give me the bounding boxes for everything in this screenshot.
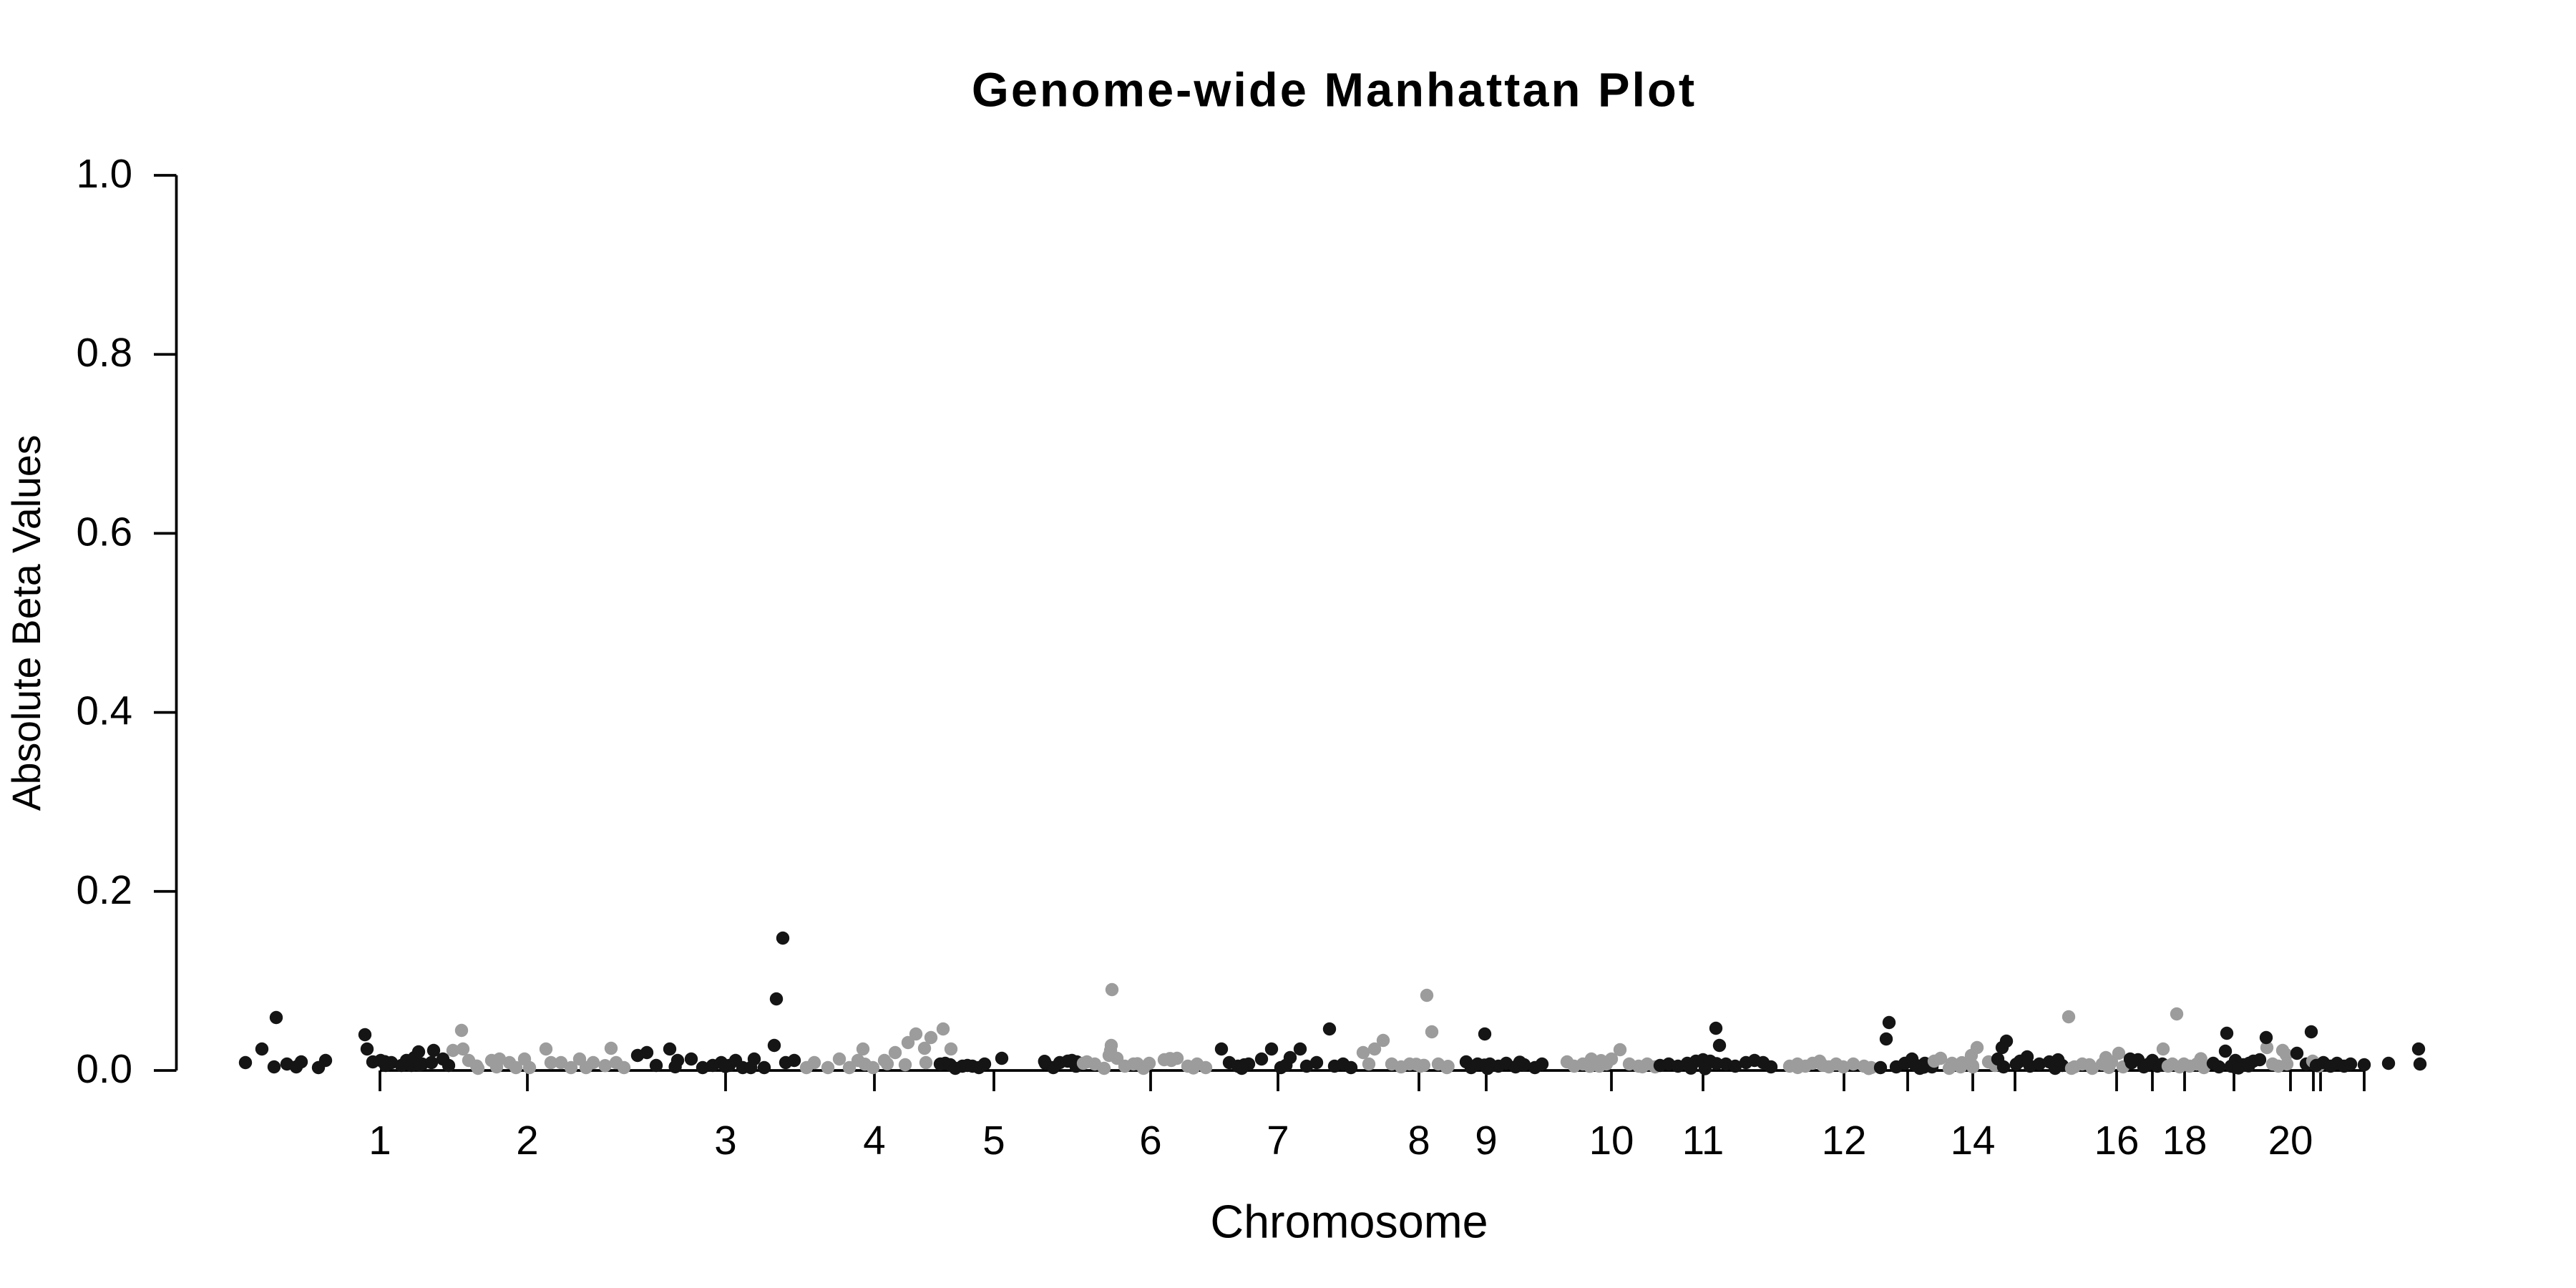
svg-text:Absolute Beta Values: Absolute Beta Values <box>4 435 49 811</box>
svg-text:1.0: 1.0 <box>76 151 132 196</box>
svg-text:7: 7 <box>1267 1118 1289 1163</box>
svg-text:5: 5 <box>982 1118 1005 1163</box>
svg-text:0.6: 0.6 <box>76 509 132 554</box>
svg-text:0.2: 0.2 <box>76 867 132 912</box>
svg-text:20: 20 <box>2268 1118 2313 1163</box>
svg-text:14: 14 <box>1951 1118 1996 1163</box>
svg-text:Chromosome: Chromosome <box>1210 1196 1488 1248</box>
svg-text:11: 11 <box>1682 1118 1724 1163</box>
svg-text:12: 12 <box>1822 1118 1867 1163</box>
svg-text:1: 1 <box>369 1118 391 1163</box>
svg-text:3: 3 <box>714 1118 736 1163</box>
svg-text:0.4: 0.4 <box>76 688 132 733</box>
svg-text:9: 9 <box>1475 1118 1497 1163</box>
svg-text:0.8: 0.8 <box>76 330 132 375</box>
svg-text:10: 10 <box>1589 1118 1634 1163</box>
svg-text:2: 2 <box>516 1118 538 1163</box>
svg-text:Genome-wide Manhattan Plot: Genome-wide Manhattan Plot <box>972 64 1697 117</box>
svg-text:6: 6 <box>1139 1118 1161 1163</box>
svg-text:0.0: 0.0 <box>76 1046 132 1091</box>
svg-text:8: 8 <box>1407 1118 1430 1163</box>
svg-text:18: 18 <box>2162 1118 2207 1163</box>
svg-text:16: 16 <box>2094 1118 2140 1163</box>
svg-text:4: 4 <box>863 1118 885 1163</box>
